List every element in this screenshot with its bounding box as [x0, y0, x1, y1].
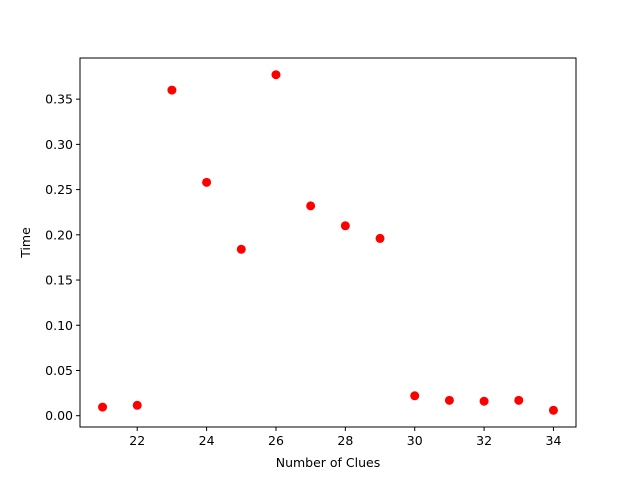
data-point	[306, 201, 316, 211]
x-tick-label: 28	[337, 433, 353, 448]
data-point	[340, 221, 350, 231]
data-point	[375, 233, 385, 243]
data-point	[271, 70, 281, 80]
data-point	[410, 391, 420, 401]
x-tick-label: 34	[546, 433, 562, 448]
x-tick-label: 32	[476, 433, 492, 448]
x-tick-label: 30	[407, 433, 423, 448]
data-point	[548, 405, 558, 415]
data-point	[479, 396, 489, 406]
y-tick-label: 0.35	[45, 92, 73, 107]
y-tick-label: 0.30	[45, 137, 73, 152]
data-point	[202, 177, 212, 187]
x-axis-label: Number of Clues	[276, 455, 381, 470]
y-tick-label: 0.25	[45, 182, 73, 197]
x-tick-label: 22	[129, 433, 145, 448]
plot-area-frame	[79, 57, 577, 428]
data-point	[167, 85, 177, 95]
y-tick-label: 0.15	[45, 273, 73, 288]
y-tick-label: 0.20	[45, 227, 73, 242]
data-point	[236, 244, 246, 254]
data-point	[444, 395, 454, 405]
y-axis-label: Time	[18, 227, 33, 259]
data-points	[98, 70, 558, 415]
y-tick-label: 0.00	[45, 408, 73, 423]
y-tick-label: 0.10	[45, 318, 73, 333]
x-axis-ticks: 22 24 26 28 30 32 34	[129, 427, 561, 448]
data-point	[514, 395, 524, 405]
data-point	[132, 400, 142, 410]
x-tick-label: 24	[199, 433, 215, 448]
y-axis-ticks: 0.00 0.05 0.10 0.15 0.20 0.25 0.30 0.35	[45, 92, 80, 423]
y-tick-label: 0.05	[45, 363, 73, 378]
data-point	[98, 402, 108, 412]
x-tick-label: 26	[268, 433, 284, 448]
